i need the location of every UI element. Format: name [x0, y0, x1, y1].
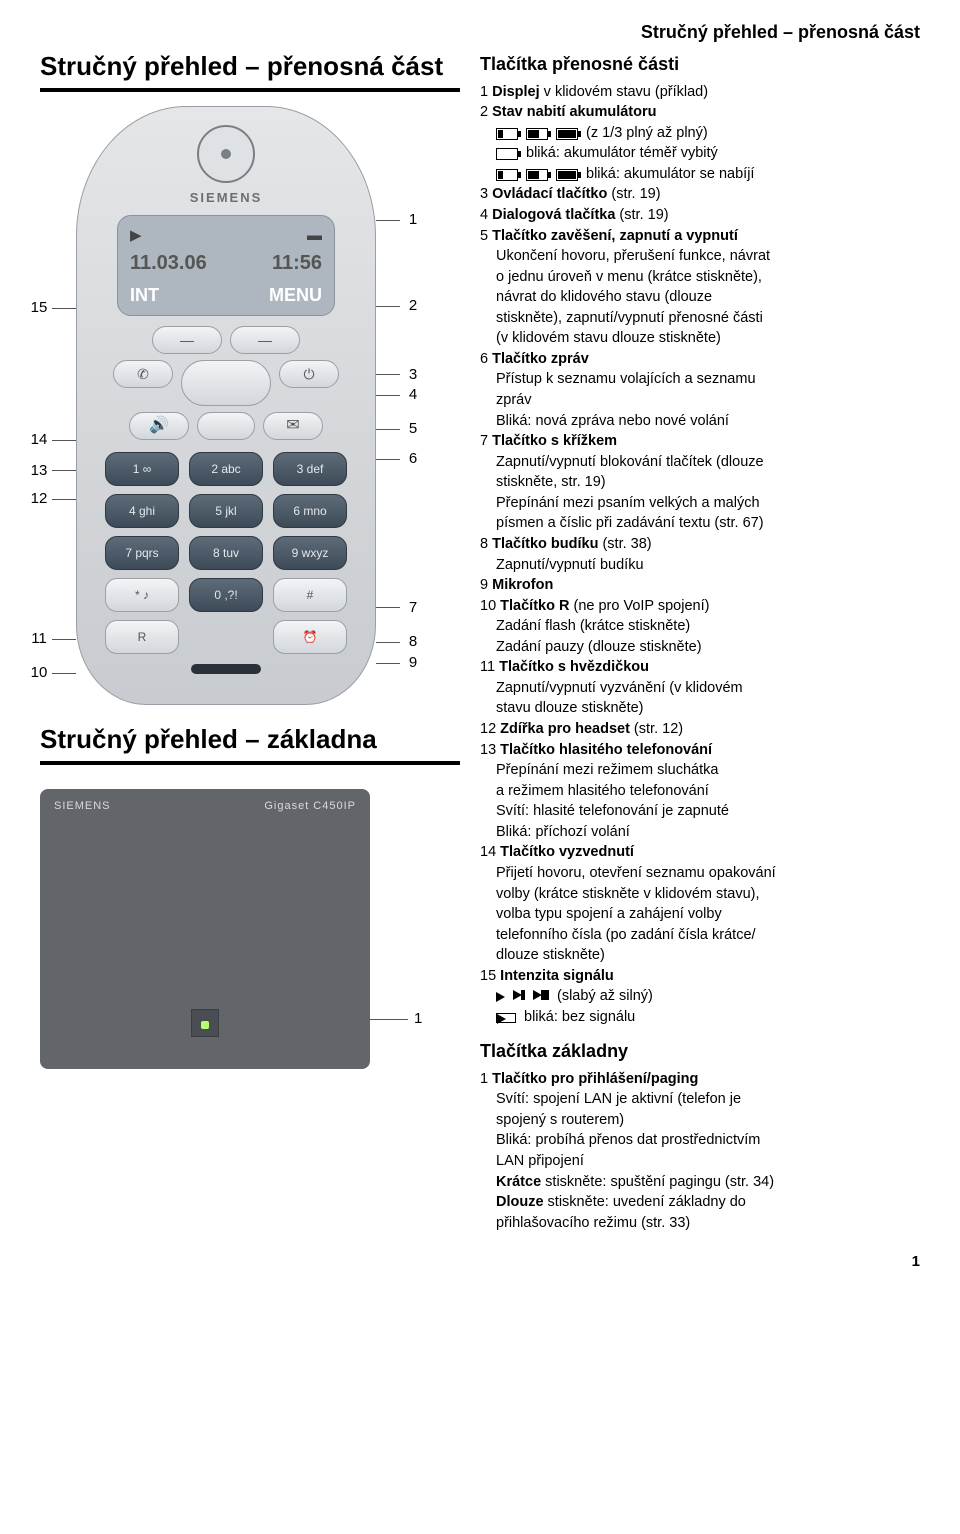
- key-r: R: [105, 620, 179, 654]
- battery-icon-2: [526, 128, 548, 140]
- item-6-desc: Přístup k seznamu volajících a seznamuzp…: [480, 370, 920, 431]
- battery-empty-blink: bliká: akumulátor téměř vybitý: [480, 144, 920, 164]
- handset-keys-title: Tlačítka přenosné části: [480, 52, 920, 76]
- item-13: 13 Tlačítko hlasitého telefonování: [480, 741, 920, 761]
- left-title-handset: Stručný přehled – přenosná část: [40, 52, 460, 82]
- item-8-desc: Zapnutí/vypnutí budíku: [480, 556, 920, 576]
- base-brand: SIEMENS: [54, 799, 111, 814]
- page-number: 1: [40, 1252, 920, 1272]
- nav-down: [197, 412, 255, 440]
- divider: [40, 88, 460, 92]
- key-3: 3 def: [273, 452, 347, 486]
- key-2: 2 abc: [189, 452, 263, 486]
- key-4: 4 ghi: [105, 494, 179, 528]
- item-14-desc: Přijetí hovoru, otevření seznamu opaková…: [480, 864, 920, 966]
- battery-icon-c1: [496, 169, 518, 181]
- display-time: 11:56: [272, 250, 322, 277]
- item-1: 1 Displej v klidovém stavu (příklad): [480, 83, 920, 103]
- key-1: 1 ∞: [105, 452, 179, 486]
- callouts-left: 15 14 13 12 11 10: [40, 106, 76, 684]
- key-9: 9 wxyz: [273, 536, 347, 570]
- left-title-base: Stručný přehled – základna: [40, 725, 460, 755]
- signal-icon-weak: [496, 992, 505, 1002]
- callouts-right: 1 2 3 4 5 6 7 8 9: [376, 106, 412, 673]
- item-11-desc: Zapnutí/vypnutí vyzvánění (v klidovémsta…: [480, 679, 920, 719]
- battery-icon-3: [556, 128, 578, 140]
- item-10: 10 Tlačítko R (ne pro VoIP spojení): [480, 597, 920, 617]
- signal-icon: ▶: [130, 226, 142, 246]
- item-7: 7 Tlačítko s křížkem: [480, 432, 920, 452]
- key-8: 8 tuv: [189, 536, 263, 570]
- key-7: 7 pqrs: [105, 536, 179, 570]
- base-callout: 1: [364, 1009, 422, 1029]
- handset-display: ▶ ▬ 11.03.06 11:56 INT MENU: [117, 215, 335, 317]
- page-header: Stručný přehled – přenosná část: [40, 20, 920, 44]
- softkey-left-label: INT: [130, 283, 159, 307]
- divider: [40, 761, 460, 765]
- base-keys-title: Tlačítka základny: [480, 1039, 920, 1063]
- item-4: 4 Dialogová tlačítka (str. 19): [480, 206, 920, 226]
- softkey-right: —: [230, 326, 300, 354]
- base-item-desc: Svítí: spojení LAN je aktivní (telefon j…: [480, 1090, 920, 1233]
- item-13-desc: Přepínání mezi režimem sluchátkaa režime…: [480, 761, 920, 842]
- microphone-icon: [191, 664, 261, 674]
- item-11: 11 Tlačítko s hvězdičkou: [480, 658, 920, 678]
- key-0: 0 ,?!: [189, 578, 263, 612]
- battery-icon-c3: [556, 169, 578, 181]
- item-5-desc: Ukončení hovoru, přerušení funkce, návra…: [480, 247, 920, 349]
- speaker-key: 🔊: [129, 412, 189, 440]
- softkey-left: —: [152, 326, 222, 354]
- key-alarm: ⏰: [273, 620, 347, 654]
- key-5: 5 jkl: [189, 494, 263, 528]
- item-9: 9 Mikrofon: [480, 576, 920, 596]
- battery-icon-c2: [526, 169, 548, 181]
- earpiece-icon: [197, 125, 255, 183]
- battery-icon: ▬: [307, 226, 322, 246]
- softkey-right-label: MENU: [269, 283, 322, 307]
- item-10-desc: Zadání flash (krátce stiskněte)Zadání pa…: [480, 617, 920, 657]
- nav-pad: [181, 360, 271, 406]
- base-illustration: SIEMENS Gigaset C450IP: [40, 789, 370, 1069]
- item-2: 2 Stav nabití akumulátoru: [480, 103, 920, 123]
- handset-brand: SIEMENS: [93, 189, 359, 207]
- signal-icon-none: [496, 1013, 516, 1023]
- key-star: * ♪: [105, 578, 179, 612]
- signal-blink: bliká: bez signálu: [480, 1008, 920, 1028]
- item-5: 5 Tlačítko zavěšení, zapnutí a vypnutí: [480, 227, 920, 247]
- battery-levels: (z 1/3 plný až plný): [480, 124, 920, 144]
- end-key: ⏻: [279, 360, 339, 388]
- key-hash: #: [273, 578, 347, 612]
- message-key: ✉: [263, 412, 323, 440]
- item-6: 6 Tlačítko zpráv: [480, 350, 920, 370]
- base-item-1: 1 Tlačítko pro přihlášení/paging: [480, 1070, 920, 1090]
- item-3: 3 Ovládací tlačítko (str. 19): [480, 185, 920, 205]
- display-date: 11.03.06: [130, 250, 207, 277]
- talk-key: ✆: [113, 360, 173, 388]
- keypad: 1 ∞ 2 abc 3 def 4 ghi 5 jkl 6 mno 7 pqrs…: [93, 446, 359, 654]
- item-14: 14 Tlačítko vyzvednutí: [480, 843, 920, 863]
- signal-levels: (slabý až silný): [480, 987, 920, 1007]
- key-6: 6 mno: [273, 494, 347, 528]
- item-7-desc: Zapnutí/vypnutí blokování tlačítek (dlou…: [480, 453, 920, 534]
- battery-icon-empty: [496, 148, 518, 160]
- battery-icon-1: [496, 128, 518, 140]
- base-led-icon: [201, 1021, 209, 1029]
- handset-illustration: SIEMENS ▶ ▬ 11.03.06 11:56 INT MENU: [76, 106, 376, 705]
- battery-charging-blink: bliká: akumulátor se nabíjí: [480, 165, 920, 185]
- base-model: Gigaset C450IP: [264, 799, 356, 814]
- item-12: 12 Zdířka pro headset (str. 12): [480, 720, 920, 740]
- item-15: 15 Intenzita signálu: [480, 967, 920, 987]
- item-8: 8 Tlačítko budíku (str. 38): [480, 535, 920, 555]
